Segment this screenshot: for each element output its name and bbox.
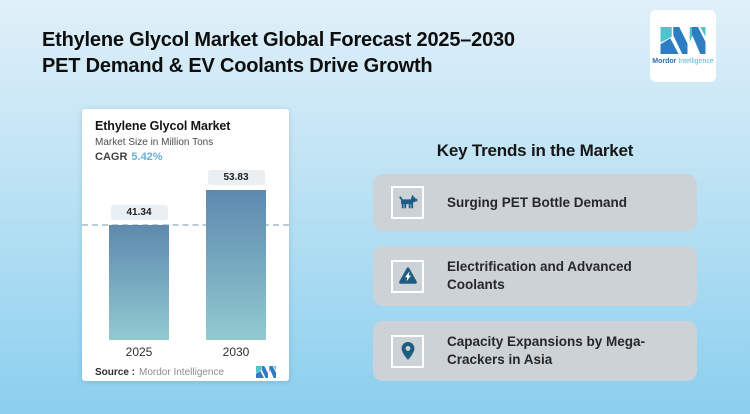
chart-source-row: Source : Mordor Intelligence — [95, 366, 276, 378]
trend-label: Electrification and Advanced Coolants — [447, 259, 632, 292]
cagr-label: CAGR — [95, 151, 128, 163]
trend-card-capacity-expansions: Capacity Expansions by Mega-Crackers in … — [373, 321, 697, 381]
source-label: Source : — [95, 366, 136, 378]
dog-icon — [398, 194, 417, 208]
brand-name-bold: Mordor — [652, 57, 677, 65]
trend-icon-tile — [391, 186, 424, 219]
bar-group-2030: 53.83 2030 — [206, 170, 266, 362]
x-axis-label-2025: 2025 — [125, 345, 153, 359]
bar-value-label-2025: 41.34 — [110, 205, 168, 220]
key-trends-section: Key Trends in the Market — [373, 141, 697, 396]
mordor-mini-logo-icon — [256, 366, 276, 378]
trend-label: Capacity Expansions by Mega-Crackers in … — [447, 334, 646, 367]
bar-value-label-2030: 53.83 — [207, 170, 265, 185]
brand-name: Mordor Intelligence — [652, 58, 713, 66]
x-axis-label-2030: 2030 — [222, 345, 250, 359]
reference-dashed-line — [82, 224, 289, 226]
brand-name-light: Intelligence — [678, 57, 714, 65]
bar-2030 — [206, 190, 266, 340]
page-title: Ethylene Glycol Market Global Forecast 2… — [42, 27, 515, 79]
market-size-chart-card: Ethylene Glycol Market Market Size in Mi… — [82, 109, 289, 381]
chart-source: Source : Mordor Intelligence — [95, 367, 224, 378]
bar-group-2025: 41.34 2025 — [109, 205, 169, 362]
bar-2025 — [109, 225, 169, 340]
key-trends-heading: Key Trends in the Market — [436, 141, 634, 160]
trend-card-pet-bottle-demand: Surging PET Bottle Demand — [373, 174, 697, 231]
chart-cagr: CAGR 5.42% — [95, 150, 276, 165]
mordor-logo-mark-icon — [660, 26, 706, 54]
trend-icon-tile — [391, 259, 424, 293]
page-title-line1: Ethylene Glycol Market Global Forecast 2… — [42, 29, 515, 51]
bar-chart-plot: 41.34 2025 53.83 2030 — [82, 170, 289, 362]
mordor-intelligence-logo: Mordor Intelligence — [650, 10, 716, 82]
page-title-line2: PET Demand & EV Coolants Drive Growth — [42, 55, 433, 77]
warning-bolt-icon — [398, 267, 417, 284]
cagr-value: 5.42% — [131, 151, 163, 163]
chart-title: Ethylene Glycol Market — [95, 119, 231, 133]
trend-icon-tile — [391, 334, 424, 368]
map-pin-icon — [401, 342, 414, 360]
source-value: Mordor Intelligence — [139, 366, 225, 378]
trend-label: Surging PET Bottle Demand — [447, 194, 628, 210]
trend-card-electrification-coolants: Electrification and Advanced Coolants — [373, 246, 697, 306]
chart-subtitle: Market Size in Million Tons — [95, 137, 214, 148]
